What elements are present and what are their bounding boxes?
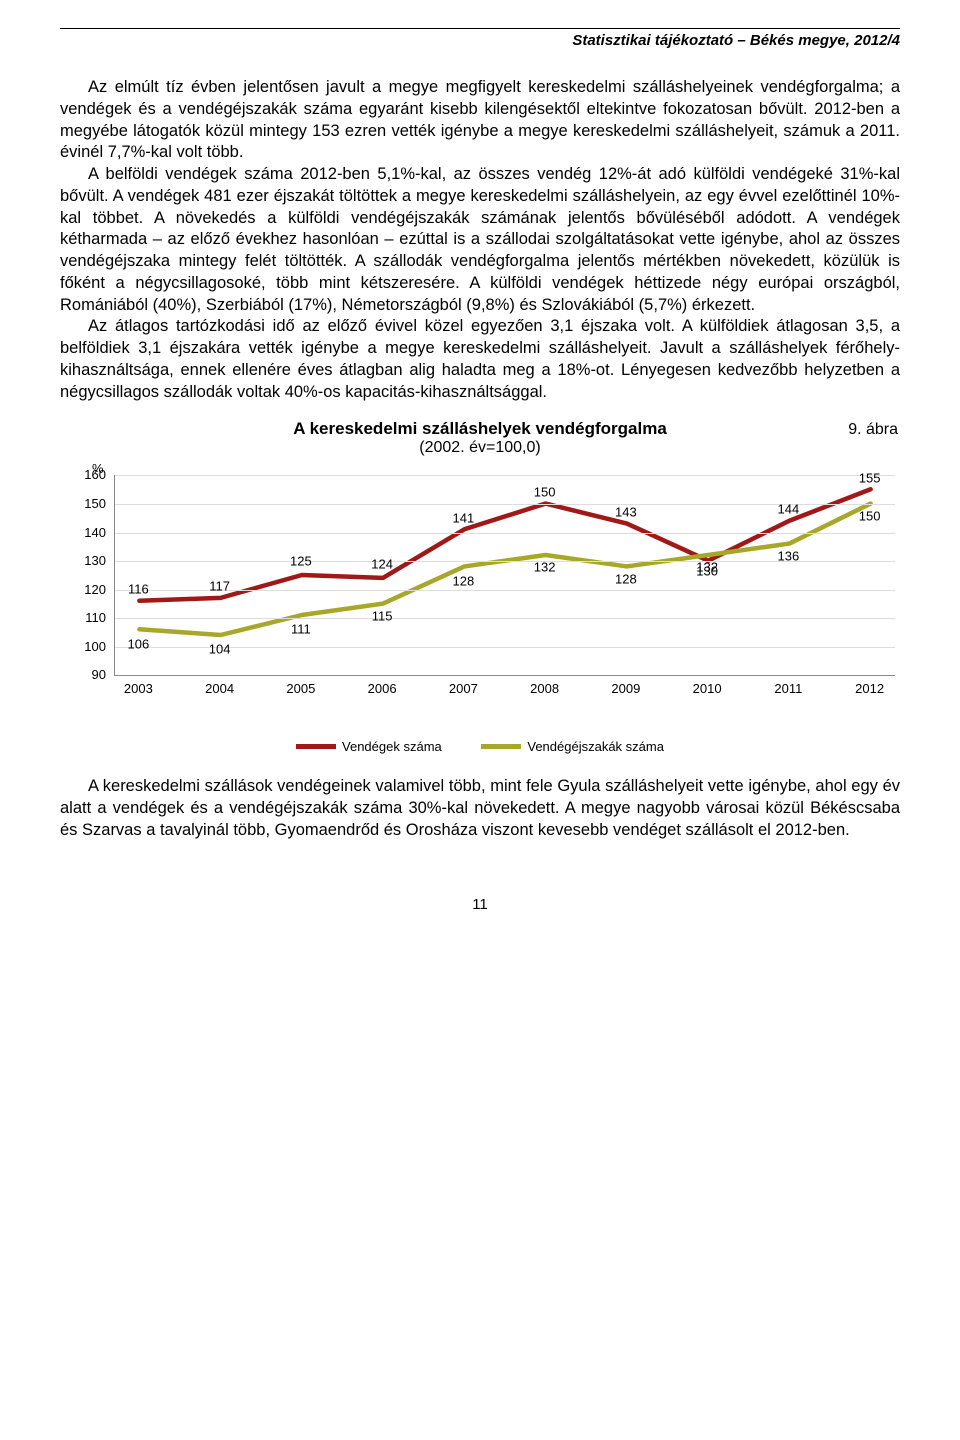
legend-swatch-2: [481, 744, 521, 749]
paragraph-2: A belföldi vendégek száma 2012-ben 5,1%-…: [60, 164, 900, 316]
x-tick-label: 2006: [352, 681, 412, 696]
chart-value-label: 128: [453, 573, 475, 588]
chart-value-label: 106: [128, 636, 150, 651]
x-tick-label: 2004: [190, 681, 250, 696]
x-tick-label: 2009: [596, 681, 656, 696]
x-tick-label: 2012: [840, 681, 900, 696]
x-tick-label: 2003: [108, 681, 168, 696]
chart-value-label: 125: [290, 554, 312, 569]
y-tick-label: 150: [78, 496, 106, 511]
chart-value-label: 144: [778, 502, 800, 517]
legend-swatch-1: [296, 744, 336, 749]
chart-value-label: 132: [696, 560, 718, 575]
y-tick-label: 100: [78, 639, 106, 654]
y-tick-label: 140: [78, 525, 106, 540]
body-text-block: Az elmúlt tíz évben jelentősen javult a …: [60, 77, 900, 403]
chart-value-label: 150: [534, 485, 556, 500]
chart-title: A kereskedelmi szálláshelyek vendégforga…: [60, 419, 900, 439]
x-tick-label: 2005: [271, 681, 331, 696]
footer-paragraph: A kereskedelmi szállások vendégeinek val…: [60, 776, 900, 841]
chart-value-label: 115: [372, 609, 393, 624]
y-tick-label: 120: [78, 582, 106, 597]
chart-legend: Vendégek száma Vendégéjszakák száma: [60, 737, 900, 754]
x-tick-label: 2008: [515, 681, 575, 696]
legend-item-1: Vendégek száma: [296, 739, 442, 754]
chart-value-label: 141: [453, 510, 475, 525]
chart-value-label: 117: [209, 579, 230, 594]
legend-label-1: Vendégek száma: [342, 739, 442, 754]
paragraph-3: Az átlagos tartózkodási idő az előző évi…: [60, 316, 900, 403]
chart-value-label: 143: [615, 505, 637, 520]
chart-value-label: 104: [209, 642, 231, 657]
page: Statisztikai tájékoztató – Békés megye, …: [30, 0, 930, 943]
x-tick-label: 2007: [433, 681, 493, 696]
legend-item-2: Vendégéjszakák száma: [481, 739, 664, 754]
paragraph-1: Az elmúlt tíz évben jelentősen javult a …: [60, 77, 900, 164]
chart-value-label: 150: [859, 509, 881, 524]
chart-value-label: 136: [778, 549, 800, 564]
chart-subtitle: (2002. év=100,0): [60, 439, 900, 457]
footer-text-block: A kereskedelmi szállások vendégeinek val…: [60, 776, 900, 841]
chart-value-label: 132: [534, 560, 556, 575]
chart: % 90100110120130140150160 20032004200520…: [60, 463, 900, 703]
chart-value-label: 124: [371, 557, 393, 572]
legend-label-2: Vendégéjszakák száma: [527, 739, 664, 754]
y-tick-label: 160: [78, 467, 106, 482]
x-tick-label: 2011: [758, 681, 818, 696]
chart-value-label: 116: [128, 582, 149, 597]
running-header: Statisztikai tájékoztató – Békés megye, …: [60, 32, 900, 49]
chart-series-line: [139, 490, 870, 601]
chart-value-label: 155: [859, 470, 881, 485]
chart-value-label: 111: [291, 622, 311, 637]
y-tick-label: 130: [78, 553, 106, 568]
header-rule: [60, 28, 900, 29]
y-tick-label: 110: [78, 610, 106, 625]
y-tick-label: 90: [78, 667, 106, 682]
x-tick-label: 2010: [677, 681, 737, 696]
chart-series-line: [139, 504, 870, 635]
chart-value-label: 128: [615, 571, 637, 586]
page-number: 11: [60, 896, 900, 913]
